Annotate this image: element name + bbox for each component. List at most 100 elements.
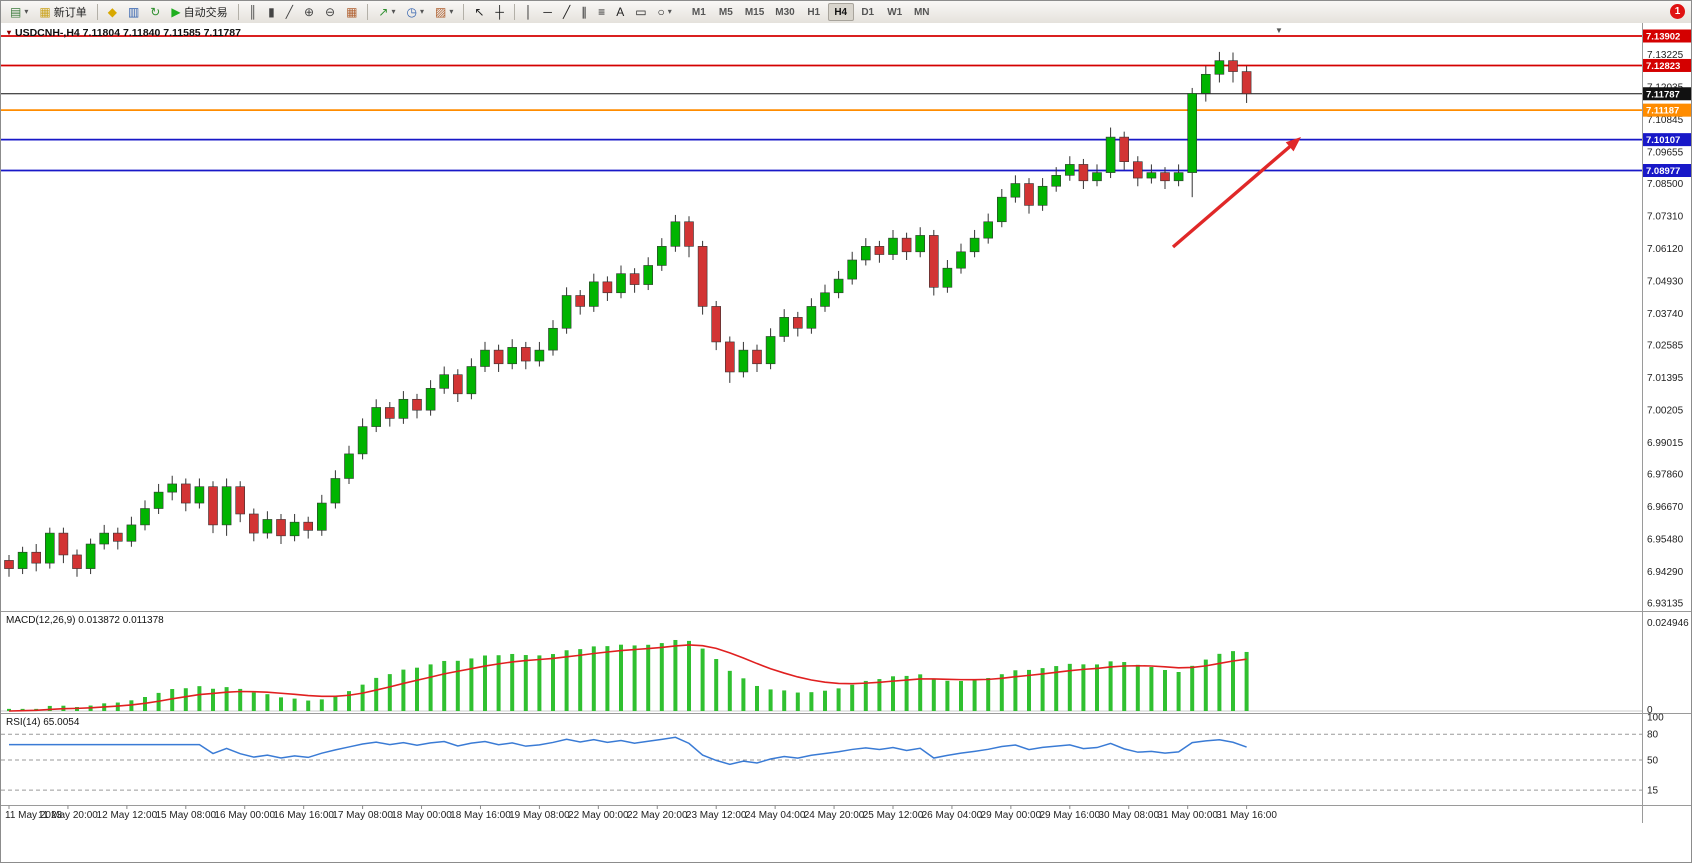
candle-body bbox=[629, 273, 640, 285]
chevron-down-icon: ▾ bbox=[449, 7, 454, 16]
chevron-down-icon: ▾ bbox=[667, 7, 672, 16]
candlestick-chart-button[interactable]: ▮ bbox=[263, 3, 280, 22]
candlestick-chart-icon: ▮ bbox=[268, 5, 275, 19]
candle-body bbox=[656, 246, 667, 266]
text-button[interactable]: A bbox=[611, 3, 629, 22]
price-axis[interactable]: 7.132257.120357.108457.096557.085007.073… bbox=[1643, 29, 1692, 610]
candle-body bbox=[167, 483, 177, 493]
candle-body bbox=[58, 532, 69, 556]
candle-body bbox=[208, 486, 218, 526]
crosshair-button[interactable]: ┼ bbox=[490, 3, 509, 22]
metaeditor-button[interactable]: ◆ bbox=[103, 3, 122, 22]
candle-body bbox=[738, 349, 749, 373]
vertical-line-button[interactable]: │ bbox=[520, 3, 538, 22]
cursor-button[interactable]: ↖ bbox=[469, 3, 489, 22]
svg-text:7.11187: 7.11187 bbox=[1646, 106, 1679, 117]
channel-icon: ∥ bbox=[581, 5, 588, 19]
candle-body bbox=[140, 508, 150, 526]
macd-histogram-bar bbox=[374, 677, 379, 711]
macd-histogram-bar bbox=[1054, 666, 1059, 711]
price-axis-label: 7.09655 bbox=[1647, 147, 1684, 158]
chart-canvas[interactable]: ▼ 7.132257.120357.108457.096557.085007.07… bbox=[1, 23, 1692, 863]
macd-histogram-bar bbox=[537, 655, 542, 711]
candle-body bbox=[1173, 172, 1184, 182]
timeframe-button-M1[interactable]: M1 bbox=[686, 3, 712, 21]
fibonacci-button[interactable]: ≡ bbox=[593, 3, 610, 22]
periods-button[interactable]: ◷ ▾ bbox=[401, 3, 429, 22]
periods-icon: ◷ bbox=[406, 5, 417, 19]
line-chart-button[interactable]: ╱ bbox=[281, 3, 298, 22]
shapes-button[interactable]: ○ ▾ bbox=[653, 3, 677, 22]
text-label-button[interactable]: ▭ bbox=[630, 3, 651, 22]
price-axis-label: 7.04930 bbox=[1647, 277, 1684, 288]
macd-histogram-bar bbox=[904, 675, 909, 711]
vertical-line-icon: │ bbox=[524, 5, 533, 19]
timeframe-button-MN[interactable]: MN bbox=[909, 3, 935, 21]
candle-body bbox=[439, 374, 450, 389]
candle-body bbox=[194, 486, 205, 504]
candle-body bbox=[1241, 71, 1252, 94]
trend-arrow[interactable] bbox=[1171, 137, 1301, 249]
time-axis-label: 11 May 2023 bbox=[5, 810, 63, 821]
candle-body bbox=[398, 398, 409, 419]
macd-histogram-bar bbox=[891, 676, 895, 711]
timeframe-button-M5[interactable]: M5 bbox=[713, 3, 739, 21]
macd-histogram-bar bbox=[183, 688, 188, 711]
new-order-button[interactable]: ▦ 新订单 bbox=[34, 3, 91, 22]
rsi-axis-label: 80 bbox=[1647, 730, 1659, 741]
text-label-icon: ▭ bbox=[635, 5, 647, 19]
templates-button[interactable]: ▨ ▾ bbox=[430, 3, 458, 22]
price-tag-7.12823: 7.12823 bbox=[1643, 58, 1691, 72]
candle-body bbox=[507, 347, 518, 365]
candle-body bbox=[330, 478, 341, 504]
zoom-in-button[interactable]: ⊕ bbox=[299, 3, 319, 22]
bar-chart-button[interactable]: ║ bbox=[244, 3, 263, 22]
refresh-button[interactable]: ↻ bbox=[145, 3, 165, 22]
candle-body bbox=[996, 196, 1007, 223]
candle-body bbox=[643, 265, 654, 285]
timeframe-button-H4[interactable]: H4 bbox=[827, 3, 854, 21]
horizontal-line-button[interactable]: ─ bbox=[538, 3, 557, 22]
candle-body bbox=[371, 407, 382, 427]
chart-shift-marker-icon: ▼ bbox=[1275, 26, 1283, 35]
candle-body bbox=[357, 426, 368, 455]
candle-body bbox=[561, 295, 572, 329]
trendline-button[interactable]: ╱ bbox=[558, 3, 575, 22]
timeframe-button-D1[interactable]: D1 bbox=[855, 3, 881, 21]
refresh-icon: ↻ bbox=[150, 5, 161, 19]
chevron-down-icon: ▾ bbox=[24, 7, 29, 16]
macd-histogram-bar bbox=[578, 649, 583, 711]
macd-histogram-bar bbox=[1190, 665, 1195, 711]
price-tag-7.11787: 7.11787 bbox=[1643, 87, 1691, 101]
candle-body bbox=[697, 246, 708, 307]
timeframe-button-H1[interactable]: H1 bbox=[801, 3, 827, 21]
zoom-out-button[interactable]: ⊖ bbox=[320, 3, 340, 22]
autotrading-button[interactable]: ▶ 自动交易 bbox=[166, 3, 232, 22]
candle-body bbox=[221, 486, 232, 526]
new-chart-button[interactable]: ▤ ▾ bbox=[5, 3, 33, 22]
notification-badge[interactable]: 1 bbox=[1670, 4, 1685, 19]
macd-histogram-bar bbox=[197, 686, 202, 711]
tile-windows-button[interactable]: ▦ bbox=[341, 3, 362, 22]
price-axis-label: 7.06120 bbox=[1647, 244, 1684, 255]
candle-body bbox=[847, 259, 858, 280]
price-axis-label: 6.95480 bbox=[1647, 535, 1684, 546]
time-axis-label: 22 May 00:00 bbox=[568, 810, 629, 821]
market-watch-button[interactable]: ▥ bbox=[123, 3, 144, 22]
timeframe-button-W1[interactable]: W1 bbox=[882, 3, 908, 21]
timeframe-button-M30[interactable]: M30 bbox=[770, 3, 799, 21]
macd-histogram-bar bbox=[755, 685, 759, 711]
candle-body bbox=[1133, 161, 1143, 179]
channel-button[interactable]: ∥ bbox=[576, 3, 592, 22]
timeframe-button-M15[interactable]: M15 bbox=[740, 3, 769, 21]
indicators-button[interactable]: ↗ ▾ bbox=[373, 3, 400, 22]
candle-body bbox=[928, 235, 939, 288]
chart-window: ▼ 7.132257.120357.108457.096557.085007.07… bbox=[1, 23, 1692, 863]
price-axis-label: 6.96670 bbox=[1647, 502, 1684, 513]
candle-body bbox=[1092, 172, 1102, 182]
toolbar-separator bbox=[96, 4, 98, 20]
price-axis-label: 6.99015 bbox=[1647, 438, 1684, 449]
candle-body bbox=[4, 560, 14, 569]
candle-body bbox=[711, 306, 722, 343]
